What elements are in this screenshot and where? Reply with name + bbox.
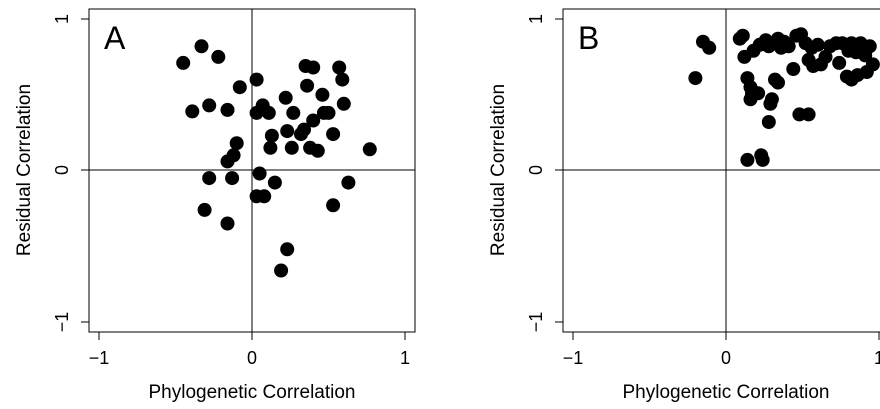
data-point-b-4	[735, 28, 750, 43]
x-tick-label-a-1: 0	[247, 348, 257, 368]
data-point-b-49	[761, 115, 776, 129]
data-point-a-29	[284, 140, 299, 155]
data-point-b-29	[862, 39, 877, 54]
y-tick-label-b-0: −1	[526, 312, 546, 333]
data-point-a-17	[220, 216, 235, 231]
data-point-a-25	[263, 140, 278, 155]
data-point-a-15	[202, 171, 217, 186]
data-point-a-46	[362, 142, 377, 157]
data-point-a-26	[278, 90, 293, 105]
data-point-b-48	[763, 96, 778, 111]
data-point-b-41	[768, 72, 782, 87]
data-point-b-52	[740, 152, 755, 167]
data-point-a-44	[326, 198, 341, 213]
data-point-a-3	[185, 104, 200, 119]
data-point-a-24	[264, 128, 279, 143]
data-point-b-0	[688, 71, 703, 86]
data-point-a-39	[321, 105, 336, 120]
y-tick-label-b-1: 0	[526, 165, 546, 175]
data-point-a-23	[274, 263, 289, 278]
x-tick-label-b-0: −1	[563, 348, 584, 368]
data-point-b-35	[832, 55, 847, 70]
data-point-a-14	[225, 171, 240, 186]
x-axis-label-a: Phylogenetic Correlation	[148, 382, 355, 403]
panel-b: B −1 0 1 −1 0 1 Phylogenetic Correlation…	[488, 8, 880, 403]
data-point-a-45	[341, 175, 356, 190]
data-point-a-40	[326, 127, 341, 142]
panel-label-b: B	[578, 20, 599, 56]
data-point-a-5	[220, 102, 235, 117]
data-point-a-36	[310, 143, 325, 158]
data-point-a-2	[211, 49, 226, 64]
data-point-a-16	[197, 202, 212, 217]
data-point-a-21	[257, 189, 272, 204]
data-point-a-9	[249, 105, 264, 120]
data-point-a-22	[280, 242, 295, 257]
data-point-a-6	[232, 80, 247, 95]
y-tick-label-b-2: 1	[526, 14, 546, 24]
data-point-b-2	[702, 40, 717, 55]
data-point-a-4	[202, 98, 217, 113]
data-point-a-13	[220, 154, 235, 169]
data-point-b-46	[743, 92, 758, 107]
data-point-a-47	[297, 122, 311, 137]
data-point-b-19	[810, 37, 825, 52]
points-group-b	[688, 27, 880, 167]
data-point-a-42	[335, 72, 350, 87]
panel-label-a: A	[104, 20, 126, 56]
data-point-a-7	[249, 72, 264, 87]
x-axis-label-b: Phylogenetic Correlation	[622, 382, 829, 403]
data-point-a-0	[176, 55, 191, 70]
data-point-b-34	[839, 69, 854, 84]
points-group-a	[176, 39, 377, 278]
x-tick-label-a-2: 1	[400, 348, 410, 368]
y-tick-label-a-1: 0	[52, 165, 72, 175]
data-point-b-14	[781, 39, 796, 54]
data-point-a-28	[280, 124, 295, 139]
data-point-a-1	[194, 39, 209, 54]
data-point-a-37	[315, 87, 330, 102]
y-axis-label-a: Residual Correlation	[14, 84, 35, 256]
data-point-a-10	[261, 105, 276, 120]
data-point-b-39	[786, 62, 801, 76]
data-point-b-38	[801, 52, 816, 67]
data-point-a-11	[229, 136, 244, 151]
panel-a: A −1 0 1 −1 0 1 Phylogenetic Correlation…	[14, 8, 416, 403]
y-axis-label-b: Residual Correlation	[488, 84, 509, 256]
data-point-a-41	[332, 60, 347, 75]
data-point-a-31	[300, 78, 315, 93]
data-point-a-33	[306, 60, 321, 75]
data-point-a-35	[306, 113, 321, 128]
data-point-b-51	[801, 107, 816, 122]
x-tick-label-b-2: 1	[874, 348, 880, 368]
x-tick-label-b-1: 0	[721, 348, 731, 368]
y-tick-label-a-0: −1	[52, 312, 72, 333]
data-point-a-27	[286, 105, 301, 120]
data-point-a-18	[252, 166, 267, 181]
x-tick-label-a-0: −1	[89, 348, 110, 368]
data-point-b-54	[755, 152, 770, 167]
data-point-a-19	[267, 175, 282, 190]
y-tick-label-a-2: 1	[52, 14, 72, 24]
data-point-a-43	[336, 96, 351, 111]
